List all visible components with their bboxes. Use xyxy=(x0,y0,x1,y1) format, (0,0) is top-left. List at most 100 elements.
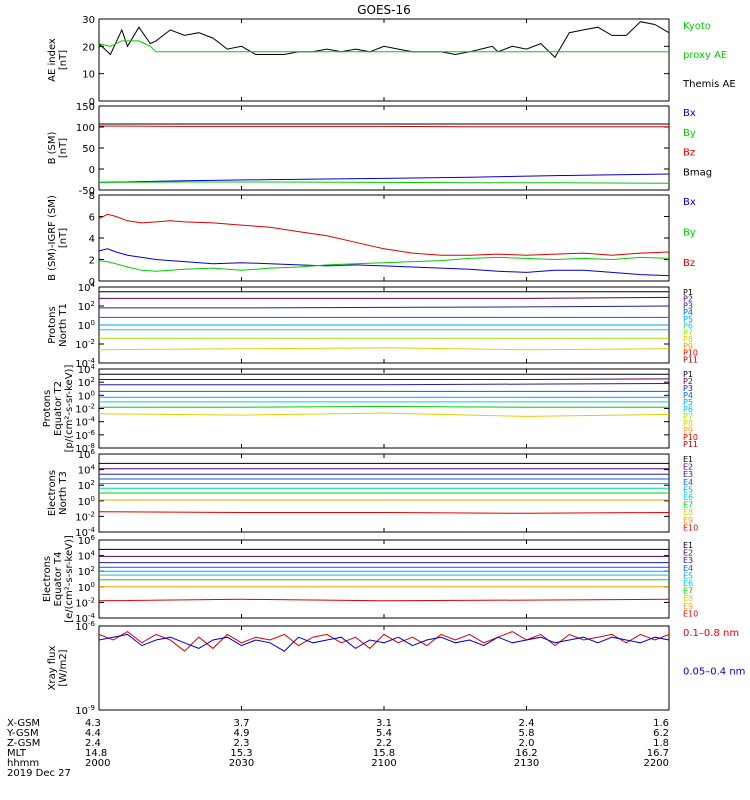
legend-item: P10 xyxy=(683,433,698,442)
footer-ephemeris: X-GSM 4.3 3.7 3.1 2.4 1.6 Y-GSM 4.4 4.9 5.4 5.8 6.2… xyxy=(6,718,669,779)
y-axis-label: ElectronsEquator T4[e/(cm²-s-sr-keV)] xyxy=(42,535,75,623)
footer-value: 2000 xyxy=(85,758,110,769)
legend-item: Bmag xyxy=(683,168,712,179)
panel-frame xyxy=(98,625,670,711)
footer-value: 4.9 xyxy=(234,728,250,739)
series-line-bx xyxy=(98,173,670,183)
legend-item: By xyxy=(683,228,696,239)
footer-value: 16.7 xyxy=(647,748,669,759)
legend-item: P9 xyxy=(683,426,693,435)
legend-item: E1 xyxy=(683,455,693,464)
y-axis-label: B (SM)-IGRF (SM)[nT] xyxy=(47,195,69,281)
y-axis-label: B (SM)[nT] xyxy=(47,131,69,164)
panel-bigrf: 0 2 4 6 8 B (SM)-IGRF (SM)[nT] Bx By Bz xyxy=(47,191,696,288)
y-tick-label: 30 xyxy=(82,15,95,26)
y-axis-label: ProtonsNorth T1 xyxy=(47,303,69,347)
footer-value: 5.8 xyxy=(519,728,535,739)
y-tick-label: 10-6 xyxy=(75,429,95,442)
series-line-themis-ae xyxy=(98,21,670,59)
y-tick-label: 6 xyxy=(89,213,95,224)
footer-row-label: hhmm xyxy=(7,758,39,769)
y-tick-label: 102 xyxy=(78,376,95,389)
series-line-p3 xyxy=(99,305,670,309)
legend-item: P3 xyxy=(683,301,693,310)
legend-item: E7 xyxy=(683,501,693,510)
y-tick-label: 0 xyxy=(89,165,95,176)
panel-frame xyxy=(98,18,670,102)
series-line-p3 xyxy=(99,383,670,386)
footer-value: 1.8 xyxy=(653,738,669,749)
footer-value: 3.7 xyxy=(234,718,250,729)
legend-item: E4 xyxy=(683,478,693,487)
y-tick-label: 150 xyxy=(76,102,95,113)
footer-value: 15.8 xyxy=(373,748,395,759)
series-line-p2 xyxy=(99,378,670,380)
panel-pe: 10-810-610-410-2100102104ProtonsEquator … xyxy=(42,363,698,455)
panel-xray: 10-9 10-6 Xray flux[W/m2] 0.1–0.8 nm 0.05–0.… xyxy=(47,620,745,717)
legend-item: P7 xyxy=(683,328,693,337)
footer-value: 5.4 xyxy=(376,728,392,739)
series-line-0-05-0-4-nm xyxy=(98,633,670,652)
legend-item: E5 xyxy=(683,571,693,580)
series-line-kyoto-proxy-ae xyxy=(98,40,669,53)
series-line-by xyxy=(98,256,670,272)
y-tick-label: 10-2 xyxy=(75,403,95,416)
footer-value: 1.6 xyxy=(653,718,669,729)
legend-item: P1 xyxy=(683,370,693,379)
footer-row-label: Z-GSM xyxy=(7,738,40,749)
y-tick-label: 8 xyxy=(89,191,95,202)
legend-item: E6 xyxy=(683,579,693,588)
y-tick-label: 104 xyxy=(78,363,96,376)
y-tick-label: 10-2 xyxy=(75,596,95,609)
footer-value: 6.2 xyxy=(653,728,669,739)
footer-value: 14.8 xyxy=(85,748,107,759)
series-line-e9 xyxy=(98,598,670,602)
footer-row-label: MLT xyxy=(7,748,27,759)
legend-item: 0.05–0.4 nm xyxy=(683,667,745,678)
legend-item: Bx xyxy=(683,108,696,119)
panel-frame xyxy=(98,105,670,191)
legend-item: P9 xyxy=(683,342,693,351)
footer-value: 2.0 xyxy=(519,738,535,749)
y-tick-label: 20 xyxy=(82,42,95,53)
y-tick-label: 0 xyxy=(89,97,95,108)
legend-item: P11 xyxy=(683,440,698,449)
y-tick-label: 100 xyxy=(78,495,95,508)
series-line-p8 xyxy=(98,412,670,417)
legend-item: P2 xyxy=(683,295,693,304)
legend-item: Bz xyxy=(683,258,695,269)
footer-row-label: X-GSM xyxy=(7,718,40,729)
legend-item: E3 xyxy=(683,556,693,565)
series-line-p8 xyxy=(98,347,670,351)
legend-item: E9 xyxy=(683,516,693,525)
y-tick-label: 102 xyxy=(78,479,95,492)
y-tick-label: 10-2 xyxy=(75,510,95,523)
plot-title: GOES-16 xyxy=(357,3,411,17)
y-axis-label: ProtonsEquator T2[p/(cm²-s-sr-keV)] xyxy=(42,365,75,453)
legend-item: E5 xyxy=(683,485,693,494)
legend-item: P5 xyxy=(683,315,693,324)
legend-item: Themis AE xyxy=(682,79,736,90)
legend-item: P11 xyxy=(683,355,698,364)
y-tick-label: 100 xyxy=(78,389,95,402)
y-tick-label: 10-6 xyxy=(75,620,95,633)
y-axis-label: ElectronsNorth T3 xyxy=(47,470,69,516)
legend-item: P5 xyxy=(683,398,693,407)
legend-item: E10 xyxy=(683,609,698,618)
legend-item: P10 xyxy=(683,349,698,358)
series-line-bx xyxy=(98,248,670,277)
y-tick-label: 4 xyxy=(89,234,95,245)
y-tick-label: 100 xyxy=(78,319,95,332)
legend-item: E7 xyxy=(683,587,693,596)
y-axis-label: AE index[nT] xyxy=(47,38,69,82)
y-tick-label: 10-4 xyxy=(75,526,95,539)
footer-value: 4.4 xyxy=(85,728,101,739)
footer-value: 15.3 xyxy=(230,748,252,759)
y-tick-label: 10-8 xyxy=(75,442,95,455)
y-tick-label: 10 xyxy=(82,70,95,81)
footer-value: 2.2 xyxy=(376,738,392,749)
series-line-by xyxy=(98,181,670,184)
